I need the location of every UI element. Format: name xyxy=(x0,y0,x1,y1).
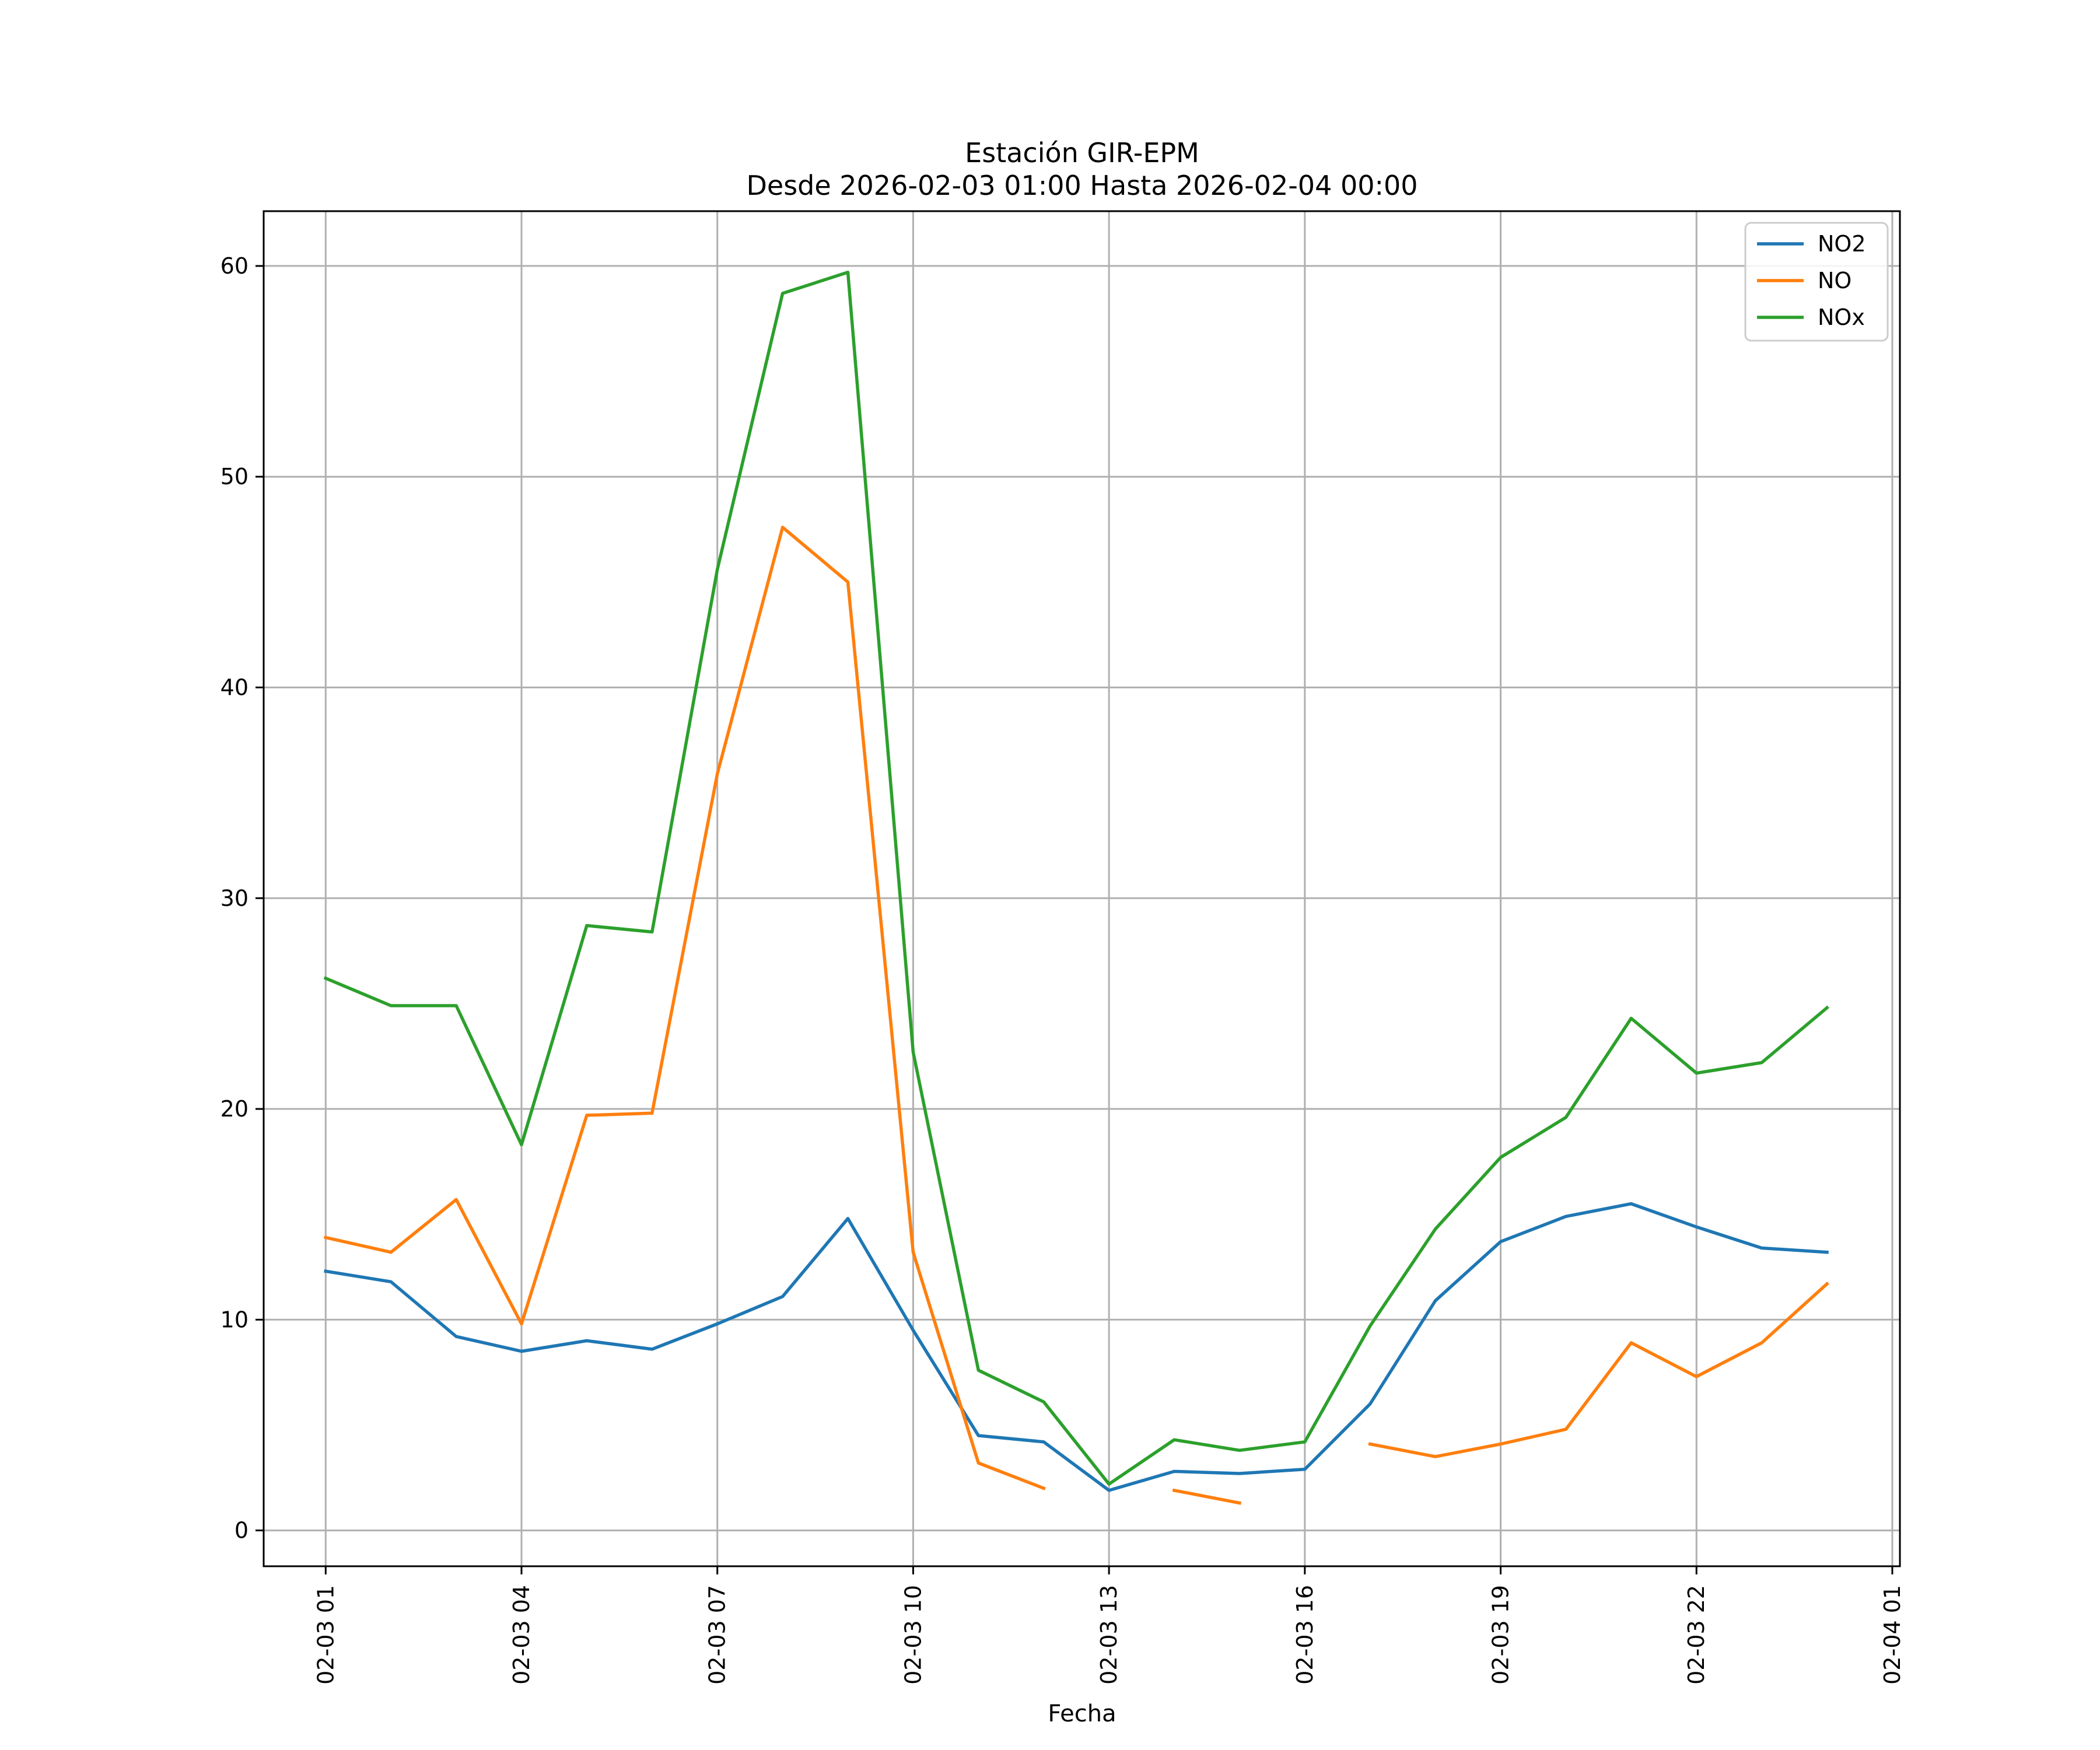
grid-lines xyxy=(264,211,1900,1566)
x-tick-label: 02-03 13 xyxy=(1096,1585,1122,1685)
series-line-no xyxy=(324,526,1829,1505)
y-tick-label: 10 xyxy=(220,1307,249,1332)
legend: NO2 NO NOx xyxy=(1744,222,1889,342)
y-axis: 0 10 20 30 40 50 60 xyxy=(220,253,264,1544)
legend-label-no: NO xyxy=(1818,268,1852,293)
series-line-nox xyxy=(323,271,1829,1486)
chart-subtitle: Desde 2026-02-03 01:00 Hasta 2026-02-04 … xyxy=(746,170,1418,201)
y-tick-label: 20 xyxy=(220,1096,249,1122)
y-tick-label: 60 xyxy=(220,253,249,279)
x-tick-label: 02-03 07 xyxy=(705,1585,730,1685)
series-group xyxy=(323,271,1829,1505)
plot-frame xyxy=(262,210,1901,1567)
series-line-no2 xyxy=(324,1202,1829,1492)
x-tick-label: 02-03 16 xyxy=(1292,1585,1318,1685)
y-tick-label: 30 xyxy=(220,886,249,911)
chart-title: Estación GIR-EPM xyxy=(965,137,1199,169)
x-tick-label: 02-04 01 xyxy=(1880,1585,1905,1685)
legend-label-no2: NO2 xyxy=(1818,231,1866,257)
x-axis-label: Fecha xyxy=(1048,1700,1116,1727)
x-axis: 02-03 01 02-03 04 02-03 07 02-03 10 02-03 13… xyxy=(313,1566,1905,1685)
x-tick-label: 02-03 04 xyxy=(509,1585,534,1685)
x-tick-label: 02-03 01 xyxy=(313,1585,338,1685)
legend-frame xyxy=(1744,222,1889,342)
legend-label-nox: NOx xyxy=(1818,304,1865,330)
x-tick-label: 02-03 19 xyxy=(1488,1585,1514,1685)
y-tick-label: 40 xyxy=(220,674,249,700)
x-tick-label: 02-03 10 xyxy=(900,1585,926,1685)
x-tick-label: 02-03 22 xyxy=(1684,1585,1709,1685)
y-tick-label: 50 xyxy=(220,464,249,489)
y-tick-label: 0 xyxy=(235,1518,249,1544)
